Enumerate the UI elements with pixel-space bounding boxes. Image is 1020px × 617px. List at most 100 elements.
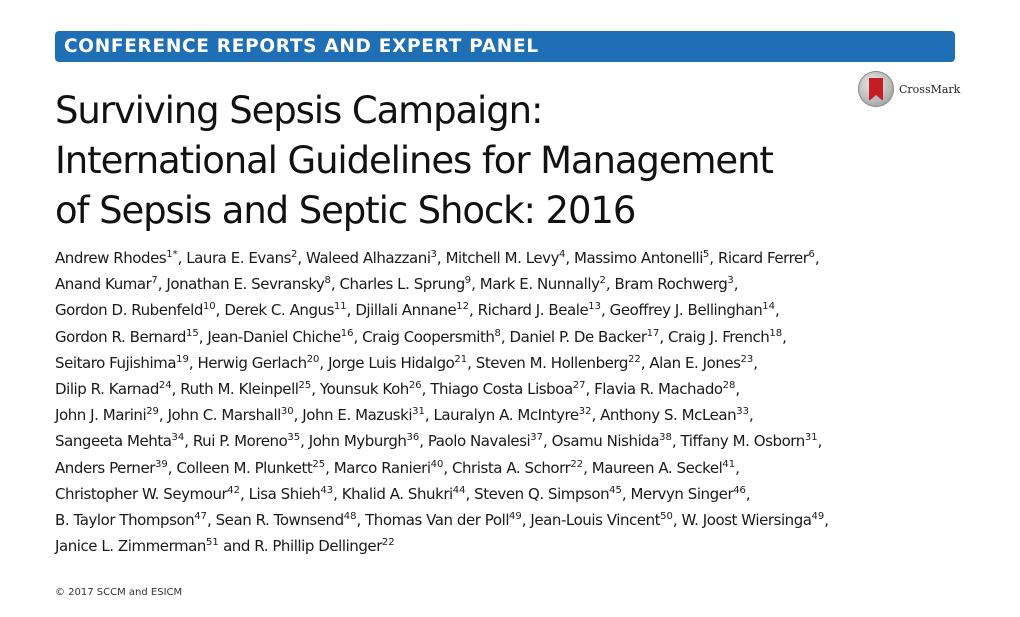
author-name[interactable]: Anand Kumar <box>55 275 152 294</box>
affiliation-number[interactable]: 42 <box>227 484 240 496</box>
author-name[interactable]: Rui P. Moreno <box>192 432 288 451</box>
affiliation-number[interactable]: 32 <box>578 406 592 418</box>
affiliation-number[interactable]: 35 <box>287 432 301 444</box>
affiliation-number[interactable]: 24 <box>158 380 172 392</box>
affiliation-number[interactable]: 20 <box>306 353 320 365</box>
affiliation-number[interactable]: 25 <box>298 380 312 392</box>
author-name[interactable]: John Myburgh <box>308 432 407 451</box>
author-name[interactable]: Mitchell M. Levy <box>445 249 560 267</box>
affiliation-number[interactable]: 4 <box>559 249 566 260</box>
author-name[interactable]: Ruth M. Kleinpell <box>180 380 299 399</box>
affiliation-number[interactable]: 15 <box>186 327 199 339</box>
author-name[interactable]: John J. Marini <box>55 406 147 425</box>
author-name[interactable]: R. Phillip Dellinger <box>254 537 382 556</box>
affiliation-number[interactable]: 8 <box>324 275 331 287</box>
author-name[interactable]: Mark E. Nunnally <box>479 275 600 294</box>
affiliation-number[interactable]: 46 <box>733 484 746 496</box>
author-name[interactable]: Marco Ranieri <box>333 458 431 477</box>
author-name[interactable]: Djillali Annane <box>355 301 457 320</box>
author-name[interactable]: Geoffrey J. Bellinghan <box>609 301 763 320</box>
affiliation-number[interactable]: 14 <box>762 301 775 313</box>
affiliation-number[interactable]: 5 <box>702 249 710 260</box>
affiliation-number[interactable]: 41 <box>722 458 736 470</box>
affiliation-number[interactable]: 22 <box>381 537 395 549</box>
affiliation-number[interactable]: 25 <box>312 458 326 470</box>
affiliation-number[interactable]: 22 <box>627 353 641 365</box>
author-name[interactable]: Tiffany M. Osborn <box>680 432 805 451</box>
affiliation-number[interactable]: 2 <box>291 249 298 260</box>
affiliation-number[interactable]: 12 <box>456 301 470 313</box>
author-name[interactable]: Jonathan E. Sevransky <box>166 275 325 294</box>
author-name[interactable]: Massimo Antonelli <box>574 249 703 267</box>
author-name[interactable]: Colleen M. Plunkett <box>176 458 313 477</box>
affiliation-number[interactable]: 31 <box>804 432 818 444</box>
affiliation-number[interactable]: 40 <box>430 458 444 470</box>
author-name[interactable]: Bram Rochwerg <box>614 275 728 294</box>
affiliation-number[interactable]: 36 <box>406 432 420 444</box>
author-name[interactable]: Waleed Alhazzani <box>306 249 431 267</box>
affiliation-number[interactable]: 3 <box>727 275 734 287</box>
affiliation-number[interactable]: 49 <box>811 511 825 523</box>
affiliation-number[interactable]: 38 <box>659 432 672 444</box>
affiliation-number[interactable]: 33 <box>736 406 749 418</box>
author-name[interactable]: Derek C. Angus <box>224 301 334 320</box>
author-name[interactable]: Anders Perner <box>55 458 155 477</box>
author-name[interactable]: Dilip R. Karnad <box>55 380 159 399</box>
affiliation-number[interactable]: 13 <box>588 301 601 313</box>
affiliation-number[interactable]: 31 <box>412 406 425 418</box>
author-name[interactable]: Gordon R. Bernard <box>55 327 186 346</box>
affiliation-number[interactable]: 29 <box>146 406 159 418</box>
author-name[interactable]: Jorge Luis Hidalgo <box>328 353 455 372</box>
author-name[interactable]: Christa A. Schorr <box>451 458 571 477</box>
affiliation-number[interactable]: 43 <box>320 484 334 496</box>
affiliation-number[interactable]: 7 <box>151 275 158 287</box>
author-name[interactable]: Sean R. Townsend <box>215 511 345 530</box>
author-name[interactable]: Christopher W. Seymour <box>55 484 228 503</box>
author-name[interactable]: Ricard Ferrer <box>717 249 809 267</box>
affiliation-number[interactable]: 16 <box>340 327 354 339</box>
affiliation-number[interactable]: 39 <box>154 458 168 470</box>
author-name[interactable]: Lisa Shieh <box>248 484 321 503</box>
affiliation-number[interactable]: 26 <box>408 380 422 392</box>
affiliation-number[interactable]: 22 <box>570 458 584 470</box>
affiliation-number[interactable]: 9 <box>464 275 472 287</box>
affiliation-number[interactable]: 28 <box>722 380 736 392</box>
author-name[interactable]: B. Taylor Thompson <box>55 511 195 530</box>
affiliation-number[interactable]: 51 <box>206 537 219 549</box>
author-name[interactable]: Steven Q. Simpson <box>474 484 610 503</box>
author-name[interactable]: W. Joost Wiersinga <box>681 511 812 530</box>
affiliation-number[interactable]: 6 <box>808 249 815 260</box>
affiliation-number[interactable]: 19 <box>176 353 189 365</box>
author-name[interactable]: Jean-Louis Vincent <box>530 511 661 530</box>
author-name[interactable]: Herwig Gerlach <box>197 353 307 372</box>
author-name[interactable]: Gordon D. Rubenfeld <box>55 301 203 320</box>
author-name[interactable]: Laura E. Evans <box>186 249 291 267</box>
author-name[interactable]: Osamu Nishida <box>551 432 660 451</box>
affiliation-number[interactable]: 21 <box>454 353 468 365</box>
author-name[interactable]: Jean-Daniel Chiche <box>207 327 341 346</box>
author-name[interactable]: Sangeeta Mehta <box>55 432 172 451</box>
affiliation-number[interactable]: 23 <box>740 353 754 365</box>
author-name[interactable]: Daniel P. De Backer <box>509 327 648 346</box>
author-name[interactable]: Paolo Navalesi <box>427 432 531 451</box>
affiliation-number[interactable]: 37 <box>530 432 544 444</box>
crossmark-link[interactable]: CrossMark <box>858 70 960 108</box>
affiliation-number[interactable]: 11 <box>333 301 347 313</box>
affiliation-number[interactable]: 49 <box>509 511 522 523</box>
affiliation-number[interactable]: 1* <box>166 249 178 260</box>
affiliation-number[interactable]: 17 <box>646 327 660 339</box>
affiliation-number[interactable]: 30 <box>280 406 294 418</box>
author-name[interactable]: Craig J. French <box>668 327 770 346</box>
author-name[interactable]: Mervyn Singer <box>630 484 734 503</box>
author-name[interactable]: Younsuk Koh <box>319 380 409 399</box>
affiliation-number[interactable]: 2 <box>599 275 606 287</box>
affiliation-number[interactable]: 34 <box>171 432 185 444</box>
author-name[interactable]: Richard J. Beale <box>477 301 589 320</box>
affiliation-number[interactable]: 3 <box>430 249 437 260</box>
affiliation-number[interactable]: 8 <box>494 327 501 339</box>
affiliation-number[interactable]: 18 <box>769 327 783 339</box>
author-name[interactable]: Steven M. Hollenberg <box>475 353 629 372</box>
author-name[interactable]: Craig Coopersmith <box>362 327 495 346</box>
affiliation-number[interactable]: 10 <box>202 301 216 313</box>
affiliation-number[interactable]: 45 <box>609 484 622 496</box>
